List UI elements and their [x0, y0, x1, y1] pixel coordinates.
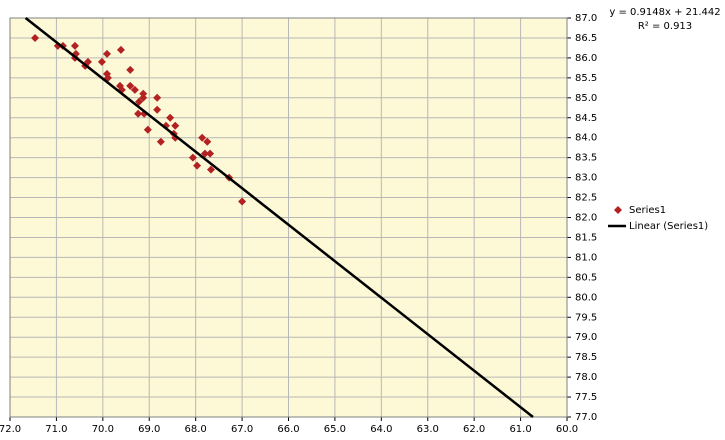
x-tick-label: 63.0 [417, 424, 439, 435]
y-tick-label: 78.0 [575, 372, 597, 383]
legend-label: Linear (Series1) [629, 221, 708, 232]
legend-label: Series1 [629, 205, 666, 216]
point [97, 57, 106, 66]
y-tick-label: 82.5 [575, 193, 597, 204]
point [31, 33, 40, 42]
y-tick-label: 80.5 [575, 272, 597, 283]
y-tick-label: 77.0 [575, 412, 597, 423]
x-tick-label: 65.0 [324, 424, 346, 435]
point [206, 165, 215, 174]
y-tick-label: 81.0 [575, 252, 597, 263]
x-tick-label: 68.0 [185, 424, 207, 435]
point [116, 45, 125, 54]
point [130, 85, 139, 94]
x-tick-label: 60.0 [556, 424, 578, 435]
y-tick-label: 83.0 [575, 173, 597, 184]
y-tick-label: 82.0 [575, 213, 597, 224]
point [156, 137, 165, 146]
point [70, 41, 79, 50]
x-tick-label: 66.0 [277, 424, 299, 435]
y-tick-label: 77.5 [575, 392, 597, 403]
point [200, 149, 209, 158]
legend-marker [614, 206, 622, 214]
y-tick-label: 78.5 [575, 352, 597, 363]
y-tick-label: 81.5 [575, 232, 597, 243]
y-tick-label: 86.0 [575, 53, 597, 64]
point [198, 133, 207, 142]
point [166, 113, 175, 122]
point [171, 121, 180, 130]
point [139, 89, 148, 98]
y-tick-label: 85.5 [575, 73, 597, 84]
y-tick-label: 84.0 [575, 133, 597, 144]
y-tick-label: 85.0 [575, 93, 597, 104]
y-tick-label: 79.5 [575, 312, 597, 323]
point [126, 81, 135, 90]
point [188, 153, 197, 162]
x-tick-label: 62.0 [463, 424, 485, 435]
x-tick-label: 67.0 [231, 424, 253, 435]
y-tick-label: 83.5 [575, 153, 597, 164]
point [193, 161, 202, 170]
r-squared: R² = 0.913 [638, 21, 692, 32]
point [153, 105, 162, 114]
x-tick-label: 69.0 [138, 424, 160, 435]
trendline [24, 17, 534, 418]
point [238, 197, 247, 206]
x-tick-label: 72.0 [0, 424, 21, 435]
y-tick-label: 80.0 [575, 292, 597, 303]
point [103, 49, 112, 58]
equation: y = 0.9148x + 21.442 [609, 7, 720, 18]
point [126, 65, 135, 74]
point [143, 125, 152, 134]
x-tick-label: 61.0 [509, 424, 531, 435]
x-tick-label: 70.0 [92, 424, 114, 435]
point [135, 97, 144, 106]
plot-border [9, 17, 568, 418]
x-tick-label: 71.0 [45, 424, 67, 435]
y-tick-label: 79.0 [575, 332, 597, 343]
y-tick-label: 86.5 [575, 33, 597, 44]
point [134, 109, 143, 118]
y-tick-label: 87.0 [575, 13, 597, 24]
point [206, 149, 215, 158]
y-tick-label: 84.5 [575, 113, 597, 124]
point [203, 137, 212, 146]
point [153, 93, 162, 102]
x-tick-label: 64.0 [370, 424, 392, 435]
